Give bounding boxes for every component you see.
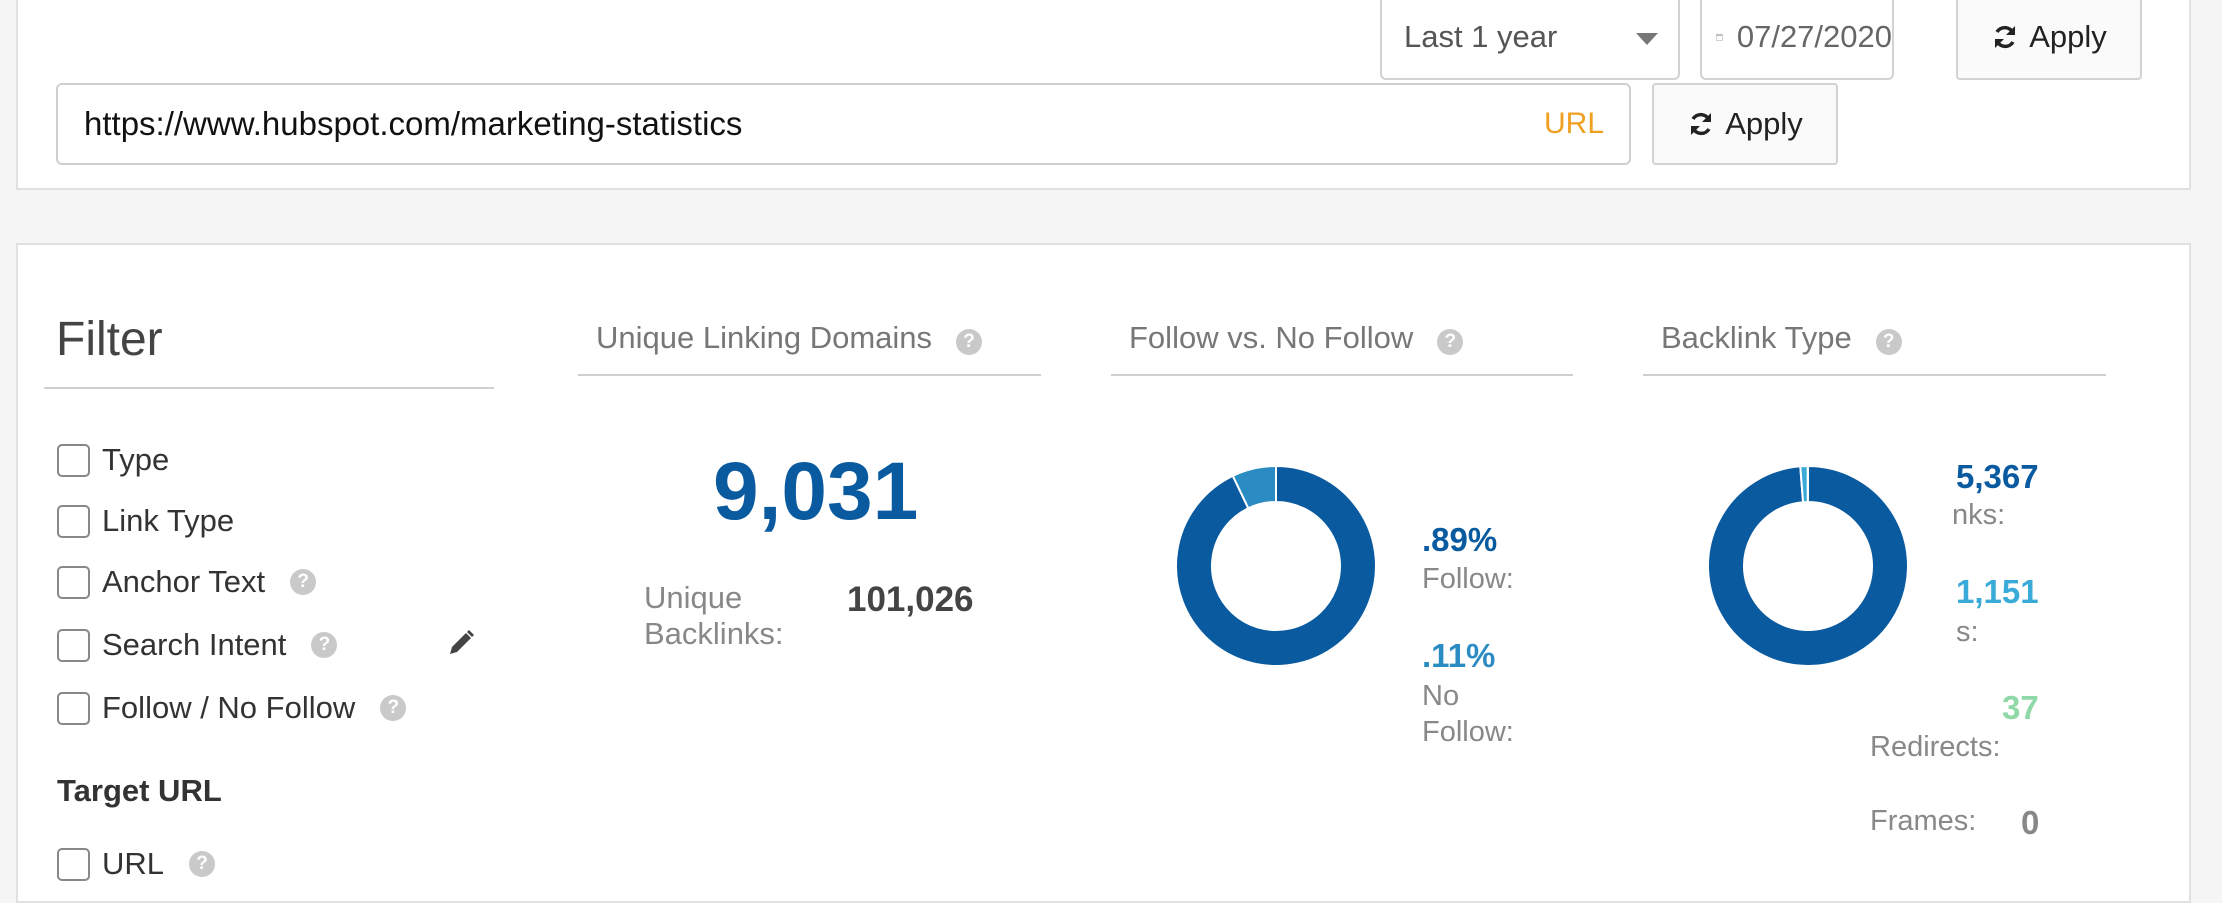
checkbox[interactable] (57, 629, 90, 662)
follow-percent: .89% (1422, 521, 1497, 559)
checkbox[interactable] (57, 692, 90, 725)
chevron-down-icon (1636, 33, 1658, 45)
filter-divider (44, 387, 494, 389)
filter-title: Filter (56, 312, 163, 367)
help-icon[interactable]: ? (311, 632, 337, 658)
help-icon[interactable]: ? (1876, 329, 1902, 355)
frames-label: Frames: (1870, 803, 1976, 839)
help-icon[interactable]: ? (956, 329, 982, 355)
redirects-value: 37 (2002, 689, 2039, 727)
widget-title: Follow vs. No Follow (1129, 320, 1413, 356)
help-icon[interactable]: ? (290, 569, 316, 595)
widget-title: Unique Linking Domains (596, 320, 932, 356)
apply-date-label: Apply (2029, 19, 2107, 55)
second-type-label: s: (1956, 614, 1979, 650)
date-field[interactable]: 07/27/2020 (1700, 0, 1894, 80)
second-type-value: 1,151 (1956, 573, 2039, 611)
unique-backlinks-value: 101,026 (847, 580, 974, 620)
target-item-url[interactable]: URL ? (57, 846, 215, 882)
follow-label: Follow: (1422, 561, 1514, 597)
nofollow-label: No Follow: (1422, 678, 1514, 750)
help-icon[interactable]: ? (1437, 329, 1463, 355)
frames-value: 0 (2021, 804, 2039, 842)
apply-url-label: Apply (1725, 106, 1803, 142)
filter-item-label: Follow / No Follow (102, 690, 355, 726)
widget-header-backlink-type: Backlink Type ? (1643, 320, 2106, 376)
help-icon[interactable]: ? (189, 851, 215, 877)
unique-backlinks-label: Unique Backlinks: (644, 580, 794, 652)
period-select-value: Last 1 year (1404, 19, 1557, 55)
widget-header-follow: Follow vs. No Follow ? (1111, 320, 1573, 376)
filter-item-follow-nofollow[interactable]: Follow / No Follow ? (57, 690, 406, 726)
filter-item-link-type[interactable]: Link Type (57, 503, 234, 539)
filter-item-anchor-text[interactable]: Anchor Text ? (57, 564, 316, 600)
checkbox[interactable] (57, 566, 90, 599)
apply-date-button[interactable]: Apply (1956, 0, 2142, 80)
pencil-icon[interactable] (446, 628, 476, 658)
checkbox[interactable] (57, 505, 90, 538)
unique-domains-value: 9,031 (713, 445, 918, 539)
url-type-tag: URL (1544, 107, 1604, 141)
date-value: 07/27/2020 (1737, 19, 1892, 55)
target-item-label: URL (102, 846, 164, 882)
nofollow-label-line2: Follow: (1422, 714, 1514, 750)
nofollow-label-line1: No (1422, 678, 1514, 714)
filter-item-type[interactable]: Type (57, 442, 169, 478)
url-input-wrapper: URL (56, 83, 1631, 165)
filter-item-label: Search Intent (102, 627, 286, 663)
filter-item-label: Link Type (102, 503, 234, 539)
widget-header-domains: Unique Linking Domains ? (578, 320, 1041, 376)
filter-item-label: Type (102, 442, 169, 478)
target-url-title: Target URL (57, 773, 222, 809)
checkbox[interactable] (57, 444, 90, 477)
redirects-label: Redirects: (1870, 729, 2001, 765)
links-value: 5,367 (1956, 458, 2039, 496)
help-icon[interactable]: ? (380, 695, 406, 721)
widget-title: Backlink Type (1661, 320, 1852, 356)
apply-url-button[interactable]: Apply (1652, 83, 1838, 165)
nofollow-percent: .11% (1422, 637, 1495, 675)
follow-donut-chart (1176, 466, 1376, 666)
url-input[interactable] (58, 85, 1484, 163)
period-select[interactable]: Last 1 year (1380, 0, 1680, 80)
calendar-icon (1716, 25, 1723, 49)
backlink-type-donut-chart (1708, 466, 1908, 666)
filter-item-label: Anchor Text (102, 564, 265, 600)
links-label: nks: (1952, 497, 2005, 533)
refresh-icon (1991, 23, 2019, 51)
filter-item-search-intent[interactable]: Search Intent ? (57, 627, 337, 663)
refresh-icon (1687, 110, 1715, 138)
